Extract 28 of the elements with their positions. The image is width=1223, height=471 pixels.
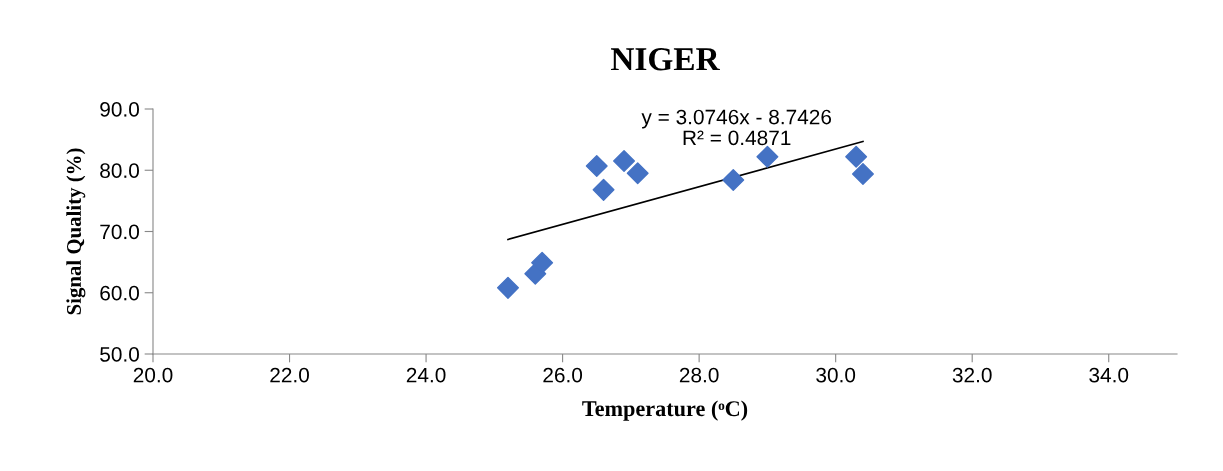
x-tick-label: 26.0 [543, 367, 583, 383]
x-tick-label: 32.0 [952, 367, 992, 383]
x-tick-label: 20.0 [133, 367, 173, 383]
point [496, 276, 519, 299]
point [756, 145, 779, 168]
point [845, 145, 868, 168]
point [722, 169, 745, 192]
x-tick-label: 24.0 [406, 367, 446, 383]
x-tick-label: 28.0 [679, 367, 719, 383]
annotation: y = 3.0746x - 8.7426 [641, 109, 832, 129]
y-tick-label: 90.0 [100, 102, 139, 117]
annotation: R² = 0.4871 [683, 130, 791, 146]
x-axis-title: Temperature (ᵒC) [582, 400, 748, 421]
point [592, 178, 615, 201]
y-tick-label: 70.0 [100, 224, 139, 240]
x-tick-label: 30.0 [816, 367, 856, 383]
point [851, 162, 874, 185]
point [585, 154, 608, 177]
chart-title: NIGER [610, 48, 720, 71]
y-tick-label: 50.0 [100, 347, 139, 362]
y-tick-label: 80.0 [100, 163, 139, 178]
y-axis-title: Signal Quality (%) [66, 148, 86, 315]
point [626, 162, 649, 185]
point [613, 150, 636, 173]
point [531, 251, 554, 274]
x-tick-label: 34.0 [1089, 367, 1129, 383]
y-tick-label: 60.0 [100, 285, 139, 301]
x-tick-label: 22.0 [270, 367, 309, 383]
